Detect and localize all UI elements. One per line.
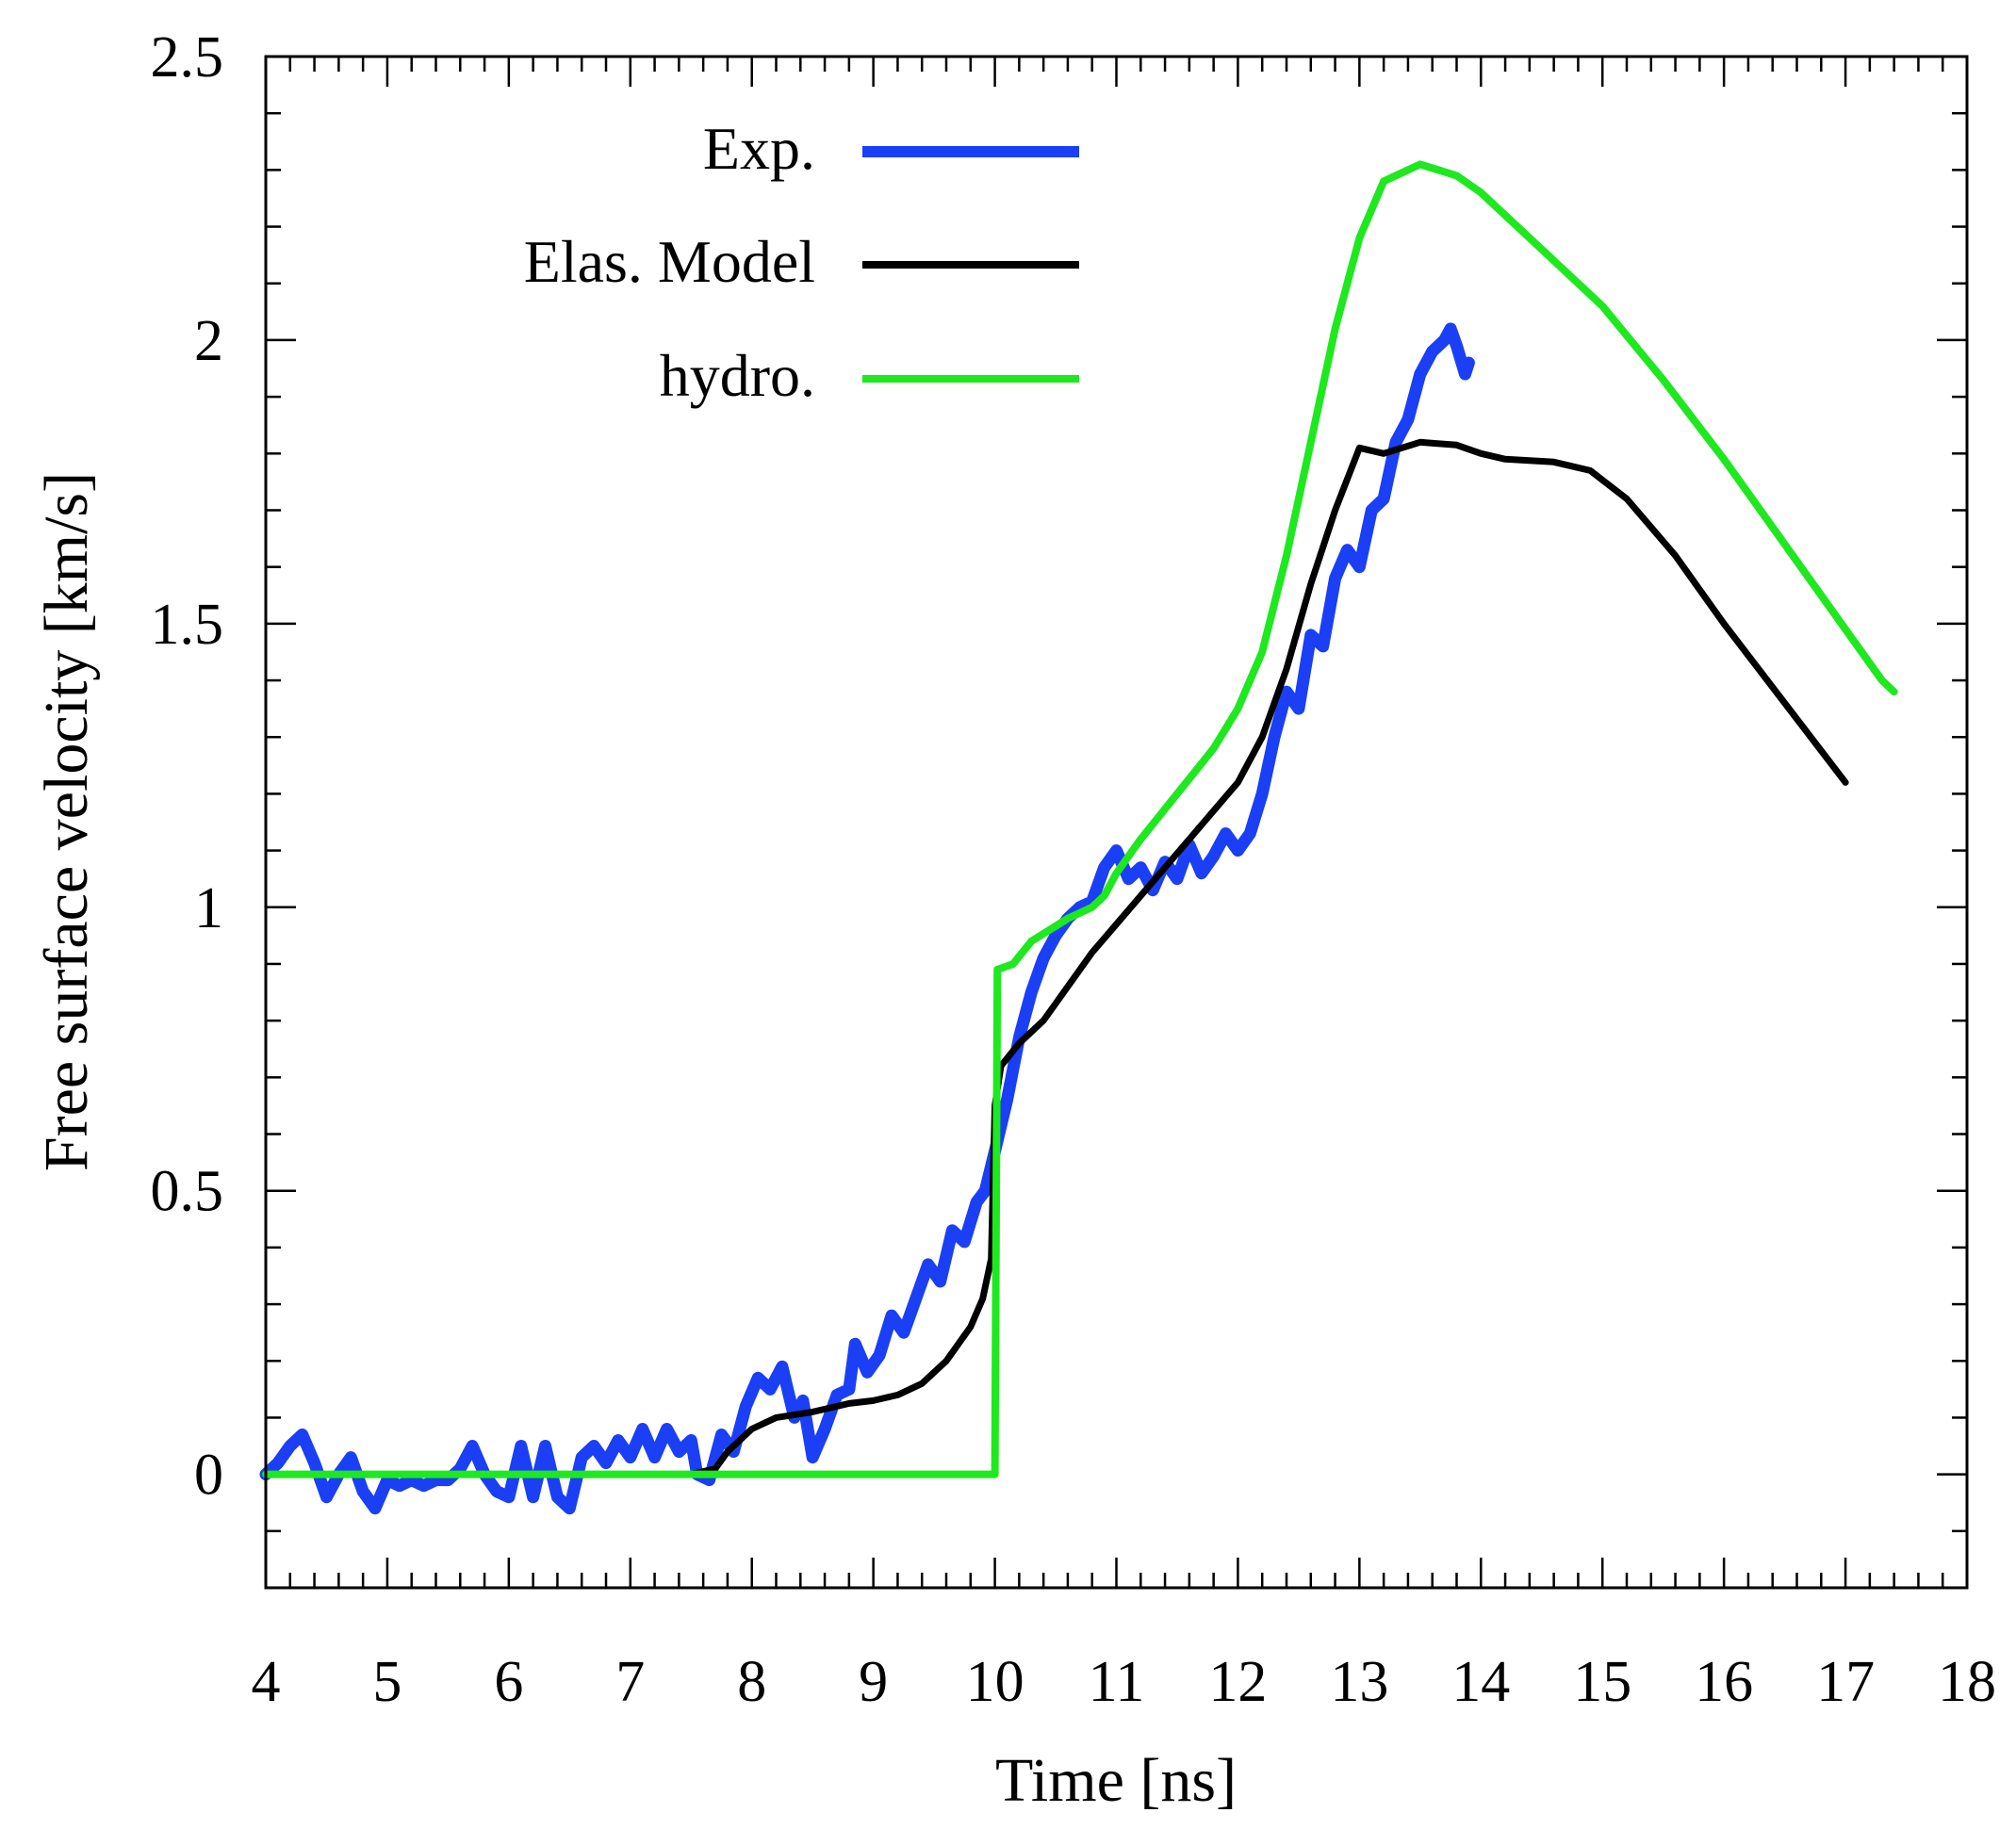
x-axis-title: Time [ns]	[995, 1746, 1237, 1815]
x-tick-label: 13	[1330, 1650, 1388, 1714]
x-tick-label: 18	[1938, 1650, 1996, 1714]
x-tick-label: 11	[1089, 1650, 1145, 1714]
x-tick-label: 10	[966, 1650, 1024, 1714]
x-tick-label: 8	[737, 1650, 766, 1714]
series-layer	[259, 160, 1898, 1515]
series-line-hydro	[262, 160, 1898, 1478]
y-tick-label: 2.5	[151, 25, 224, 90]
x-tick-label: 5	[372, 1650, 402, 1714]
x-tick-label: 16	[1695, 1650, 1753, 1714]
y-tick-label: 0.5	[151, 1160, 224, 1224]
x-tick-label: 14	[1451, 1650, 1510, 1714]
y-tick-label: 1.5	[151, 593, 224, 657]
x-tick-label: 6	[494, 1650, 523, 1714]
legend-label-elas-model: Elas. Model	[524, 228, 815, 295]
y-tick-label: 2	[194, 309, 223, 373]
x-tick-labels: 4 5 6 7 8 9 10 11 12 13 14 15 16 17 18	[252, 1650, 1997, 1714]
plot-frame	[264, 55, 1969, 1590]
series-line-exp	[259, 322, 1475, 1515]
legend-label-hydro: hydro.	[660, 342, 815, 409]
y-tick-label: 1	[194, 876, 223, 940]
series-line-elas-model	[262, 438, 1849, 1478]
x-tick-label: 4	[252, 1650, 281, 1714]
legend-label-exp: Exp.	[703, 115, 815, 182]
y-axis-title: Free surface velocity [km/s]	[32, 472, 101, 1171]
x-tick-label: 7	[615, 1650, 645, 1714]
y-tick-label: 0	[194, 1444, 223, 1508]
x-tick-label: 15	[1573, 1650, 1631, 1714]
legend: Exp. Elas. Model hydro.	[524, 115, 1079, 409]
x-tick-label: 17	[1816, 1650, 1875, 1714]
y-tick-labels: 0 0.5 1 1.5 2 2.5	[151, 25, 224, 1508]
x-tick-label: 9	[859, 1650, 888, 1714]
x-tick-label: 12	[1208, 1650, 1267, 1714]
